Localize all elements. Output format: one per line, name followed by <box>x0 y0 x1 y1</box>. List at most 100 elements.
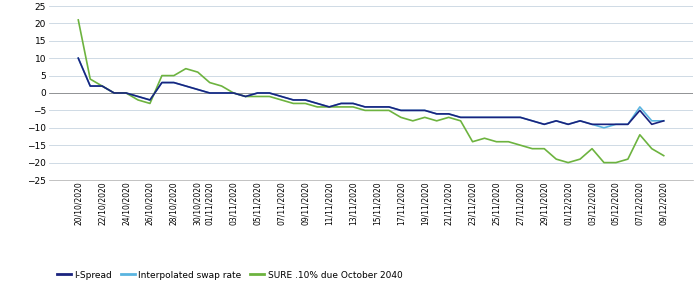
SURE .10% due October 2040 <box>385 109 393 112</box>
SURE .10% due October 2040 <box>564 161 573 164</box>
SURE .10% due October 2040 <box>516 143 524 147</box>
Interpolated swap rate <box>552 119 561 123</box>
I-Spread <box>146 98 154 102</box>
SURE .10% due October 2040 <box>648 147 656 151</box>
SURE .10% due October 2040 <box>349 105 357 109</box>
I-Spread <box>169 81 178 84</box>
Interpolated swap rate <box>492 116 500 119</box>
SURE .10% due October 2040 <box>433 119 441 123</box>
Interpolated swap rate <box>337 102 345 105</box>
I-Spread <box>181 84 190 88</box>
Interpolated swap rate <box>146 98 154 102</box>
I-Spread <box>636 109 644 112</box>
SURE .10% due October 2040 <box>576 157 584 161</box>
I-Spread <box>564 122 573 126</box>
SURE .10% due October 2040 <box>301 102 309 105</box>
SURE .10% due October 2040 <box>636 133 644 136</box>
SURE .10% due October 2040 <box>169 74 178 77</box>
Interpolated swap rate <box>433 112 441 116</box>
Interpolated swap rate <box>480 116 489 119</box>
SURE .10% due October 2040 <box>241 95 250 98</box>
SURE .10% due October 2040 <box>624 157 632 161</box>
Interpolated swap rate <box>397 109 405 112</box>
Interpolated swap rate <box>385 105 393 109</box>
SURE .10% due October 2040 <box>158 74 166 77</box>
Interpolated swap rate <box>86 84 94 88</box>
SURE .10% due October 2040 <box>265 95 274 98</box>
I-Spread <box>265 91 274 95</box>
I-Spread <box>134 95 142 98</box>
SURE .10% due October 2040 <box>86 77 94 81</box>
I-Spread <box>385 105 393 109</box>
I-Spread <box>337 102 345 105</box>
Interpolated swap rate <box>588 122 596 126</box>
SURE .10% due October 2040 <box>134 98 142 102</box>
Interpolated swap rate <box>540 122 548 126</box>
Interpolated swap rate <box>181 84 190 88</box>
SURE .10% due October 2040 <box>206 81 214 84</box>
SURE .10% due October 2040 <box>277 98 286 102</box>
I-Spread <box>253 91 262 95</box>
I-Spread <box>360 105 369 109</box>
SURE .10% due October 2040 <box>588 147 596 151</box>
I-Spread <box>122 91 130 95</box>
I-Spread <box>624 122 632 126</box>
I-Spread <box>301 98 309 102</box>
Interpolated swap rate <box>444 112 453 116</box>
Interpolated swap rate <box>409 109 417 112</box>
SURE .10% due October 2040 <box>659 154 668 158</box>
I-Spread <box>648 122 656 126</box>
I-Spread <box>277 95 286 98</box>
I-Spread <box>313 102 321 105</box>
Interpolated swap rate <box>134 95 142 98</box>
Interpolated swap rate <box>194 88 202 91</box>
I-Spread <box>110 91 118 95</box>
I-Spread <box>576 119 584 123</box>
I-Spread <box>659 119 668 123</box>
I-Spread <box>373 105 382 109</box>
Interpolated swap rate <box>528 119 536 123</box>
I-Spread <box>468 116 477 119</box>
SURE .10% due October 2040 <box>337 105 345 109</box>
Interpolated swap rate <box>576 119 584 123</box>
SURE .10% due October 2040 <box>253 95 262 98</box>
SURE .10% due October 2040 <box>540 147 548 151</box>
I-Spread <box>480 116 489 119</box>
Interpolated swap rate <box>158 81 166 84</box>
SURE .10% due October 2040 <box>552 157 561 161</box>
Interpolated swap rate <box>456 116 465 119</box>
I-Spread <box>86 84 94 88</box>
Interpolated swap rate <box>373 105 382 109</box>
SURE .10% due October 2040 <box>480 136 489 140</box>
I-Spread <box>444 112 453 116</box>
I-Spread <box>456 116 465 119</box>
SURE .10% due October 2040 <box>122 91 130 95</box>
Interpolated swap rate <box>360 105 369 109</box>
Interpolated swap rate <box>516 116 524 119</box>
I-Spread <box>540 122 548 126</box>
I-Spread <box>74 56 83 60</box>
I-Spread <box>504 116 512 119</box>
Interpolated swap rate <box>648 119 656 123</box>
Interpolated swap rate <box>169 81 178 84</box>
I-Spread <box>552 119 561 123</box>
Interpolated swap rate <box>468 116 477 119</box>
SURE .10% due October 2040 <box>409 119 417 123</box>
Interpolated swap rate <box>230 91 238 95</box>
Interpolated swap rate <box>206 91 214 95</box>
SURE .10% due October 2040 <box>313 105 321 109</box>
Interpolated swap rate <box>600 126 608 130</box>
SURE .10% due October 2040 <box>492 140 500 143</box>
I-Spread <box>289 98 298 102</box>
Interpolated swap rate <box>659 119 668 123</box>
Interpolated swap rate <box>98 84 106 88</box>
SURE .10% due October 2040 <box>373 109 382 112</box>
I-Spread <box>241 95 250 98</box>
SURE .10% due October 2040 <box>194 70 202 74</box>
Interpolated swap rate <box>349 102 357 105</box>
Interpolated swap rate <box>218 91 226 95</box>
I-Spread <box>158 81 166 84</box>
SURE .10% due October 2040 <box>444 116 453 119</box>
Interpolated swap rate <box>277 95 286 98</box>
Interpolated swap rate <box>265 91 274 95</box>
